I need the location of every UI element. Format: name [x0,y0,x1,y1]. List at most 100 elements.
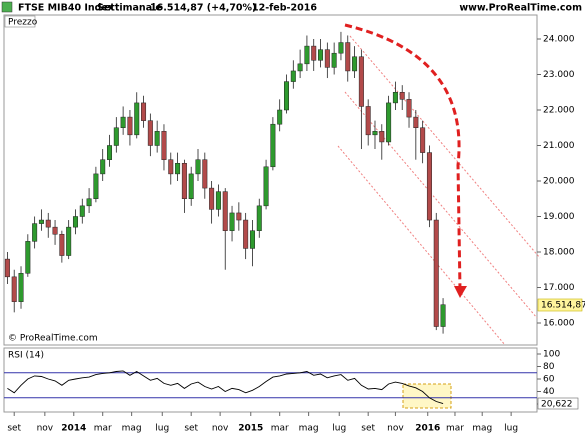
candle-body [113,127,119,146]
candle-body [249,230,255,249]
channel-upper [349,35,541,259]
channel-middle [344,91,538,319]
candle-body [433,219,439,327]
candle-body [413,116,419,128]
y-tick-label: 60 [543,375,555,385]
candle-body [93,173,99,199]
date: 12-feb-2016 [252,3,317,14]
rsi-line [7,370,444,405]
site: www.ProRealTime.com [459,3,582,14]
x-tick-label: mag [122,424,142,434]
candle-body [365,106,371,136]
candle-body [229,212,235,231]
y-tick-label: 40 [543,387,555,397]
period: Settimanale [97,3,162,14]
x-tick-label: lug [155,424,169,434]
quote: 16.514,87 (+4,70%) [150,3,256,14]
candle-body [161,131,167,160]
x-tick-label: mar [446,424,464,434]
candle-body [4,258,10,278]
candle-body [188,173,194,199]
x-tick-label: lug [504,424,518,434]
candle-body [379,131,385,143]
candle-body [304,45,310,65]
candle-body [134,102,140,136]
legend-box [4,15,36,28]
price-panel [3,14,538,346]
last-rsi: 20,622 [541,400,573,410]
candle-body [256,205,262,231]
candle-body [331,52,337,68]
y-tick-label: 19.000 [543,212,575,222]
x-tick-label: nov [387,424,404,434]
candle-body [386,102,392,143]
x-tick-label: mag [299,424,319,434]
candle-body [236,212,242,221]
candle-body [297,63,303,72]
candle-body [270,123,276,168]
candle-body [147,120,153,146]
candle-body [345,42,351,72]
candle-body [59,233,65,256]
candle-body [18,273,24,302]
y-tick-label: 22.000 [543,105,575,115]
y-tick-label: 100 [543,350,560,360]
candle-body [440,304,446,327]
y-tick-label: 18.000 [543,247,575,257]
candle-body [175,162,181,175]
candle-body [318,49,324,61]
y-tick-label: 20.000 [543,176,575,186]
candle-body [45,219,51,228]
candle-body [215,191,221,210]
y-tick-label: 24.000 [543,34,575,44]
arrow-head [454,286,467,298]
candle-body [209,187,215,210]
rsi-legend: RSI (14) [8,351,44,361]
candle-body [107,145,113,160]
candle-body [195,159,201,175]
candle-body [290,70,296,82]
x-tick-label: set [184,424,198,434]
candle-body [420,127,426,153]
x-tick-label: nov [212,424,229,434]
y-tick-label: 16.000 [543,318,575,328]
candle-body [243,219,249,249]
candle-body [263,166,269,207]
candle-body [392,91,398,104]
candle-body [79,205,85,217]
candle-body [154,131,160,146]
candle-body [426,152,432,221]
candle-body [100,159,106,175]
instrument: FTSE MIB40 Index [18,3,114,14]
candle-body [25,241,31,274]
candle-body [399,91,405,100]
last-rsi-box [537,397,579,410]
candle-body [141,102,147,121]
candle-body [72,216,78,228]
candle-body [86,198,92,207]
x-tick-label: 2016 [415,424,440,434]
x-tick-label: mar [94,424,112,434]
watermark: © ProRealTime.com [8,334,98,344]
candle-body [324,49,330,68]
y-tick-label: 21.000 [543,141,575,151]
candle-body [168,159,174,175]
candle-body [38,219,44,224]
candle-body [311,45,317,61]
candle-body [406,99,412,118]
rsi-panel [3,347,538,413]
channel-lines [337,35,541,346]
candle-body [127,116,133,136]
candle-body [181,162,187,199]
candle-body [66,226,72,256]
x-tick-label: set [7,424,21,434]
x-tick-label: lug [332,424,346,434]
candle-body [52,226,58,235]
candle-body [120,116,126,128]
candle-body [277,109,283,125]
x-tick-label: mag [472,424,492,434]
candle-body [372,131,378,136]
candle-body [11,276,17,302]
candle-body [32,223,38,242]
y-tick-label: 80 [543,362,555,372]
